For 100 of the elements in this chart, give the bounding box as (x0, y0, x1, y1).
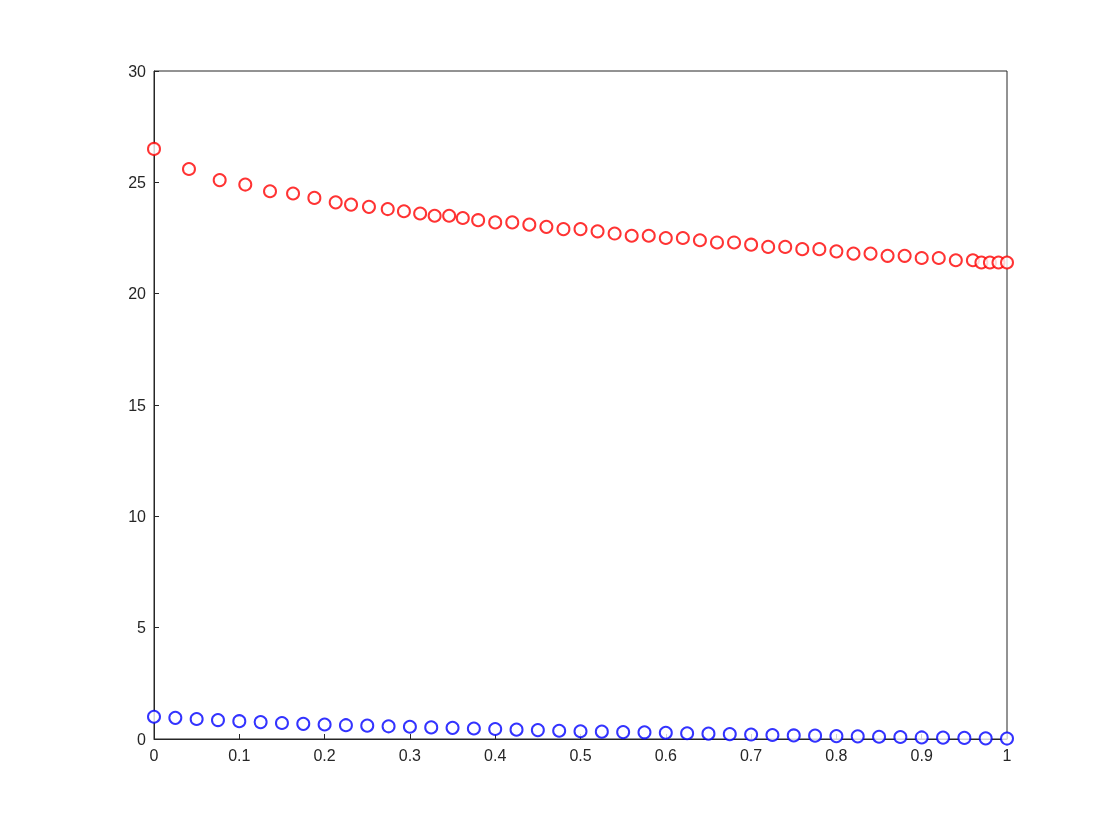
point (624, 228, 639, 243)
point (413, 206, 428, 221)
point (471, 213, 486, 228)
point (680, 726, 695, 741)
x-tick-label: 0.1 (228, 746, 251, 764)
point (936, 730, 951, 745)
point (344, 197, 359, 212)
point (675, 231, 690, 245)
point (522, 217, 537, 232)
point (296, 716, 311, 731)
point (509, 722, 524, 737)
point (914, 730, 929, 745)
x-tick-label: 0.2 (313, 746, 336, 764)
point (931, 251, 946, 266)
point (590, 224, 605, 239)
point (307, 190, 322, 205)
point (445, 720, 460, 735)
x-tick-label: 0.5 (569, 746, 592, 764)
point (744, 237, 759, 252)
point (761, 239, 776, 254)
point (808, 728, 823, 743)
point (863, 246, 878, 261)
y-tick-label: 15 (128, 396, 147, 414)
y-tick-label: 30 (128, 62, 147, 80)
point (360, 718, 375, 733)
point (829, 729, 844, 744)
point (850, 729, 865, 744)
point (380, 202, 395, 217)
point (765, 727, 780, 742)
point (328, 195, 343, 210)
x-tick-label: 1 (1002, 746, 1012, 764)
point (786, 728, 801, 743)
point (286, 186, 301, 201)
point (893, 730, 908, 744)
point (573, 724, 588, 739)
point (607, 226, 622, 241)
x-tick-label: 0.7 (739, 746, 763, 764)
point (795, 242, 810, 257)
point (829, 244, 844, 259)
point (488, 721, 503, 736)
point (253, 715, 268, 730)
point (957, 730, 972, 745)
point (539, 219, 554, 234)
point (1000, 731, 1014, 746)
point (381, 719, 396, 734)
point (701, 726, 716, 741)
point (897, 248, 912, 263)
point (556, 222, 571, 237)
x-tick-label: 0.9 (910, 746, 933, 764)
point (658, 231, 673, 245)
point (658, 725, 673, 740)
point (402, 719, 417, 734)
point (641, 228, 656, 243)
point (274, 715, 289, 730)
point (616, 725, 631, 740)
point (427, 208, 442, 223)
point (778, 239, 793, 254)
point (692, 233, 707, 248)
x-tick-label: 0.4 (484, 746, 507, 764)
x-tick-label: 0.8 (825, 746, 848, 764)
point (880, 248, 895, 263)
point (147, 709, 161, 724)
point (232, 714, 247, 729)
point (744, 727, 759, 742)
point (637, 725, 652, 740)
point (212, 173, 227, 188)
point (948, 253, 963, 268)
point (727, 235, 742, 250)
point (573, 222, 588, 237)
point (488, 215, 503, 230)
point (210, 713, 225, 728)
point (812, 242, 827, 257)
point (147, 141, 161, 156)
point (722, 727, 737, 742)
point (552, 723, 567, 738)
point (424, 720, 439, 735)
x-tick-label: 0.6 (654, 746, 678, 764)
point (238, 177, 253, 192)
point (338, 718, 353, 733)
x-tick-label: 0 (149, 746, 159, 764)
point (466, 721, 481, 736)
point (168, 710, 183, 725)
y-tick-label: 20 (128, 285, 147, 303)
point (1000, 255, 1014, 270)
point (914, 251, 929, 266)
point (709, 235, 724, 250)
point (396, 204, 411, 219)
point (317, 717, 332, 732)
point (181, 161, 196, 176)
y-tick-label: 5 (137, 619, 147, 637)
y-tick-label: 25 (128, 173, 147, 191)
point (442, 208, 457, 223)
y-tick-label: 0 (137, 730, 147, 748)
point (263, 184, 278, 199)
point (594, 724, 609, 739)
point (455, 210, 470, 225)
point (530, 723, 545, 738)
point (505, 215, 520, 230)
point (978, 731, 993, 746)
y-tick-label: 10 (128, 507, 147, 525)
